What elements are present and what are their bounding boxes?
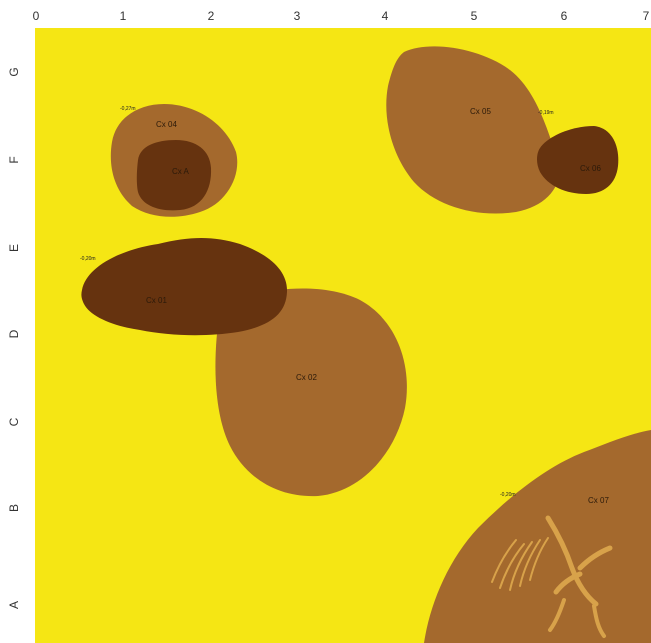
feature-cx07 [424,430,651,643]
x-tick-6: 6 [561,9,568,23]
limb-2 [577,545,613,571]
x-axis: 0 1 2 3 4 5 6 7 [33,9,650,23]
y-tick-a: A [7,601,21,609]
y-tick-b: B [7,504,21,512]
x-tick-2: 2 [208,9,215,23]
feature-cx04-inner [136,140,212,211]
cx05-depth: -0,19m [538,110,554,116]
feature-cx05 [386,46,560,214]
feature-cx06 [537,126,619,194]
y-tick-d: D [7,329,21,338]
limb-3 [548,598,566,632]
rib-4 [519,539,541,587]
cx01-depth: -0,20m [80,256,96,262]
x-tick-4: 4 [382,9,389,23]
cx04-label: Cx 04 [156,120,177,129]
x-tick-7: 7 [643,9,650,23]
x-tick-5: 5 [471,9,478,23]
spine [545,515,599,607]
x-tick-0: 0 [33,9,40,23]
cx04-inner-label: Cx A [172,167,190,176]
feature-cx02 [215,288,407,497]
cx02-label: Cx 02 [296,373,317,382]
rib-1 [491,539,517,583]
cx07-label: Cx 07 [588,496,609,505]
limb-4 [592,604,606,638]
cx01-label: Cx 01 [146,296,167,305]
cx06-label: Cx 06 [580,164,601,173]
rib-5 [529,537,549,581]
x-tick-1: 1 [120,9,127,23]
y-tick-c: C [7,417,21,426]
x-tick-3: 3 [294,9,301,23]
feature-cx01 [81,238,288,336]
cx05-label: Cx 05 [470,107,491,116]
bone-remains [491,515,613,638]
rib-2 [499,543,525,589]
y-tick-f: F [7,156,21,163]
limb-1 [553,571,583,595]
y-tick-e: E [7,244,21,252]
cx04-depth: -0,27m [120,106,136,112]
y-tick-g: G [7,67,21,76]
y-axis: G F E D C B A [7,67,21,609]
cx07-depth: -0,20m [500,492,516,498]
rib-3 [509,541,533,591]
